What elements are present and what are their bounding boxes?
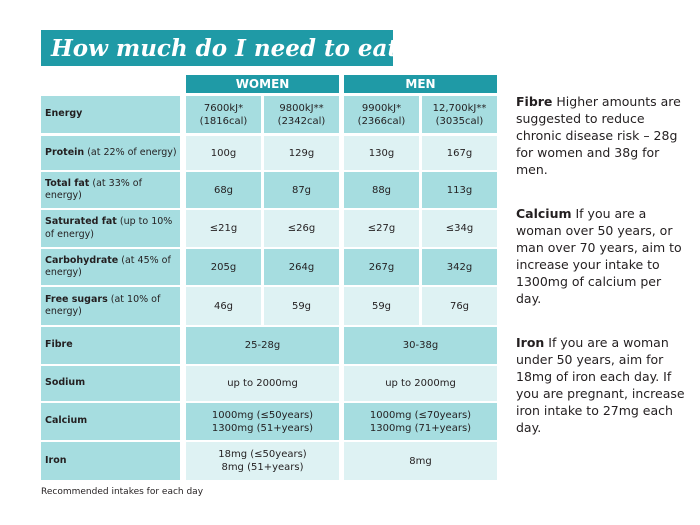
table-cell: 12,700kJ** (3035cal): [422, 96, 497, 133]
women-header: WOMEN: [186, 75, 339, 93]
table-cell: 342g: [422, 249, 497, 285]
table-cell: 59g: [344, 287, 419, 325]
row-label-note: (up to 10% of energy): [45, 216, 173, 240]
row-label: Iron: [41, 442, 180, 480]
table-cell: 9800kJ** (2342cal): [264, 96, 339, 133]
row-label-main: Calcium: [45, 415, 88, 427]
row-label-note: (at 22% of energy): [84, 146, 177, 158]
table-cell: 87g: [264, 172, 339, 208]
row-label-main: Protein: [45, 146, 85, 158]
table-cell-men: 30-38g: [344, 327, 497, 364]
page-title: How much do I need to eat?: [51, 34, 412, 62]
table-cell: 88g: [344, 172, 419, 208]
table-cell-women: 1000mg (≤50years) 1300mg (51+years): [186, 403, 339, 440]
row-label-note: (at 33% of energy): [45, 177, 142, 202]
table-cell: 130g: [344, 136, 419, 170]
row-label-main: Total fat: [45, 177, 90, 189]
row-label-main: Carbohydrate: [45, 254, 119, 266]
table-cell-men: 8mg: [344, 442, 497, 480]
table-cell: 264g: [264, 249, 339, 285]
table-cell-women: 18mg (≤50years) 8mg (51+years): [186, 442, 339, 480]
side-note-text: If you are a woman over 50 years, or man…: [516, 206, 682, 306]
table-cell: 9900kJ* (2366cal): [344, 96, 419, 133]
table-cell: ≤34g: [422, 210, 497, 247]
row-label-note: (at 10% of energy): [45, 293, 161, 318]
table-cell: 46g: [186, 287, 261, 325]
table-cell: 113g: [422, 172, 497, 208]
table-cell: ≤27g: [344, 210, 419, 247]
row-label: Fibre: [41, 327, 180, 364]
row-label-main: Fibre: [45, 339, 73, 351]
title-banner: How much do I need to eat?: [41, 30, 412, 66]
row-label-main: Sodium: [45, 377, 86, 389]
row-label: Carbohydrate (at 45% of energy): [41, 249, 180, 285]
row-label-main: Free sugars: [45, 293, 108, 305]
table-cell: 59g: [264, 287, 339, 325]
table-cell-men: up to 2000mg: [344, 366, 497, 401]
row-label-main: Energy: [45, 108, 83, 120]
table-cell: 68g: [186, 172, 261, 208]
table-cell: 100g: [186, 136, 261, 170]
side-note-text: If you are a woman under 50 years, aim f…: [516, 335, 685, 435]
row-label-main: Iron: [45, 454, 67, 466]
footnote: Recommended intakes for each day: [41, 487, 204, 497]
table-cell: 129g: [264, 136, 339, 170]
table-cell: 7600kJ* (1816cal): [186, 96, 261, 133]
row-label: Protein (at 22% of energy): [41, 136, 180, 170]
row-label: Energy: [41, 96, 180, 133]
row-label: Sodium: [41, 366, 180, 401]
side-note-text: Higher amounts are suggested to reduce c…: [516, 94, 681, 177]
side-note-iron: Iron If you are a woman under 50 years, …: [516, 334, 686, 436]
table-cell-women: up to 2000mg: [186, 366, 339, 401]
row-label: Saturated fat (up to 10% of energy): [41, 210, 180, 247]
row-label: Calcium: [41, 403, 180, 440]
table-cell: ≤21g: [186, 210, 261, 247]
table-cell-men: 1000mg (≤70years) 1300mg (71+years): [344, 403, 497, 440]
side-note-heading: Iron: [516, 335, 545, 350]
table-cell: 167g: [422, 136, 497, 170]
table-cell: 76g: [422, 287, 497, 325]
row-label-main: Saturated fat: [45, 216, 117, 227]
side-note-calcium: Calcium If you are a woman over 50 years…: [516, 205, 686, 307]
table-cell: 205g: [186, 249, 261, 285]
table-cell: 267g: [344, 249, 419, 285]
row-label-note: (at 45% of energy): [45, 254, 171, 279]
men-header: MEN: [344, 75, 497, 93]
side-note-heading: Fibre: [516, 94, 553, 109]
side-note-fibre: Fibre Higher amounts are suggested to re…: [516, 93, 686, 178]
table-cell-women: 25-28g: [186, 327, 339, 364]
table-cell: ≤26g: [264, 210, 339, 247]
side-note-heading: Calcium: [516, 206, 572, 221]
row-label: Free sugars (at 10% of energy): [41, 287, 180, 325]
row-label: Total fat (at 33% of energy): [41, 172, 180, 208]
